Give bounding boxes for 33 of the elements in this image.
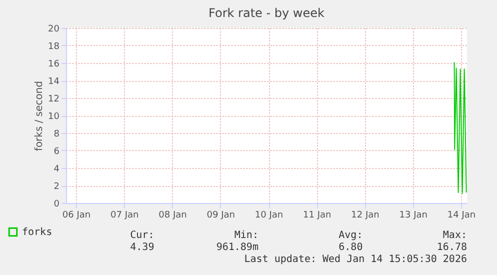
x-tick-label: 13 Jan xyxy=(399,210,428,220)
y-tick-label: 2 xyxy=(54,182,60,192)
x-tick-label: 10 Jan xyxy=(254,210,284,220)
y-tick-label: 12 xyxy=(48,94,60,104)
x-tick-label: 08 Jan xyxy=(158,210,187,220)
legend-label: forks xyxy=(22,227,52,238)
text: 4.39 xyxy=(130,242,154,253)
x-tick-label: 09 Jan xyxy=(206,210,235,220)
x-tick-label: 14 Jan xyxy=(447,210,476,220)
y-tick-label: 16 xyxy=(48,60,60,70)
text: Avg: xyxy=(338,230,363,241)
y-tick-label: 20 xyxy=(48,24,60,34)
text: Cur: xyxy=(130,230,154,241)
x-tick-label: 06 Jan xyxy=(62,210,91,220)
y-tick-label: 4 xyxy=(54,164,60,174)
chart-title: Fork rate - by week xyxy=(208,6,324,20)
text: 961.89m xyxy=(216,242,258,253)
y-tick-label: 0 xyxy=(54,200,60,210)
text: Last update: Wed Jan 14 15:05:30 2026 xyxy=(244,254,467,265)
x-tick-label: 07 Jan xyxy=(110,210,139,220)
y-tick-label: 14 xyxy=(48,77,60,87)
text: Max: xyxy=(442,230,467,241)
y-tick-label: 10 xyxy=(48,112,60,122)
line-series xyxy=(454,62,467,194)
text: 6.80 xyxy=(338,242,363,253)
y-tick-label: 6 xyxy=(54,147,60,157)
y-tick-label: 18 xyxy=(48,42,60,52)
text: 16.78 xyxy=(436,242,467,253)
text: Min: xyxy=(234,230,258,241)
y-tick-label: 8 xyxy=(54,130,60,140)
x-tick-label: 12 Jan xyxy=(351,210,380,220)
y-axis-title: forks / second xyxy=(34,80,46,152)
x-tick-label: 11 Jan xyxy=(303,210,332,220)
